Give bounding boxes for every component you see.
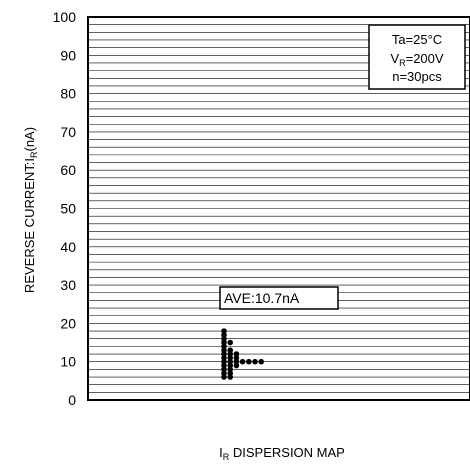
temperature-condition: Ta=25°C <box>392 32 442 47</box>
y-tick-label: 70 <box>60 124 76 140</box>
data-point <box>233 355 240 361</box>
y-tick-label: 80 <box>60 86 76 102</box>
data-point <box>221 328 227 334</box>
y-tick-label: 50 <box>60 201 76 217</box>
data-point <box>221 339 227 346</box>
data-point <box>221 358 227 365</box>
data-point <box>239 358 246 365</box>
sample-count-condition: n=30pcs <box>392 69 442 84</box>
y-tick-label: 90 <box>60 47 76 63</box>
data-point <box>233 351 240 357</box>
data-point <box>227 347 233 354</box>
y-axis-tick-labels: 0 10 20 30 40 50 60 70 80 90 100 <box>53 9 77 408</box>
data-point <box>221 355 227 361</box>
average-box <box>219 286 339 310</box>
data-point <box>221 374 227 380</box>
plot-area-frame <box>87 16 470 401</box>
y-tick-label: 10 <box>60 354 76 370</box>
y-tick-label: 60 <box>60 162 76 178</box>
data-point <box>227 355 233 361</box>
y-tick-label: 20 <box>60 315 76 331</box>
data-point <box>221 351 227 357</box>
data-point <box>246 358 252 365</box>
average-annotation: AVE:10.7nA <box>219 286 339 310</box>
y-tick-label: 100 <box>53 9 77 25</box>
data-point <box>227 362 233 369</box>
chart-title: IR DISPERSION MAP <box>219 445 345 462</box>
y-tick-label: 30 <box>60 277 76 293</box>
conditions-legend: Ta=25°C VR=200V n=30pcs <box>368 24 466 90</box>
conditions-box <box>368 24 466 90</box>
data-point <box>227 358 233 365</box>
voltage-condition: VR=200V <box>390 51 443 68</box>
data-point <box>221 370 227 376</box>
data-point <box>227 351 233 357</box>
y-tick-label: 0 <box>68 392 76 408</box>
data-point <box>221 362 227 369</box>
data-point <box>221 366 227 373</box>
y-axis-title: REVERSE CURRENT:IR(nA) <box>22 127 39 293</box>
y-tick-label: 40 <box>60 239 76 255</box>
data-point <box>233 358 240 365</box>
data-points <box>221 328 265 380</box>
data-point <box>258 358 265 365</box>
data-point <box>221 343 227 350</box>
data-point <box>233 362 240 369</box>
data-point <box>227 370 233 376</box>
data-point <box>227 339 233 346</box>
data-point <box>221 335 227 342</box>
data-point <box>252 358 258 365</box>
data-point <box>221 347 227 354</box>
data-point <box>221 332 227 338</box>
average-label: AVE:10.7nA <box>224 290 300 306</box>
data-point <box>227 374 233 380</box>
data-point <box>227 366 233 373</box>
